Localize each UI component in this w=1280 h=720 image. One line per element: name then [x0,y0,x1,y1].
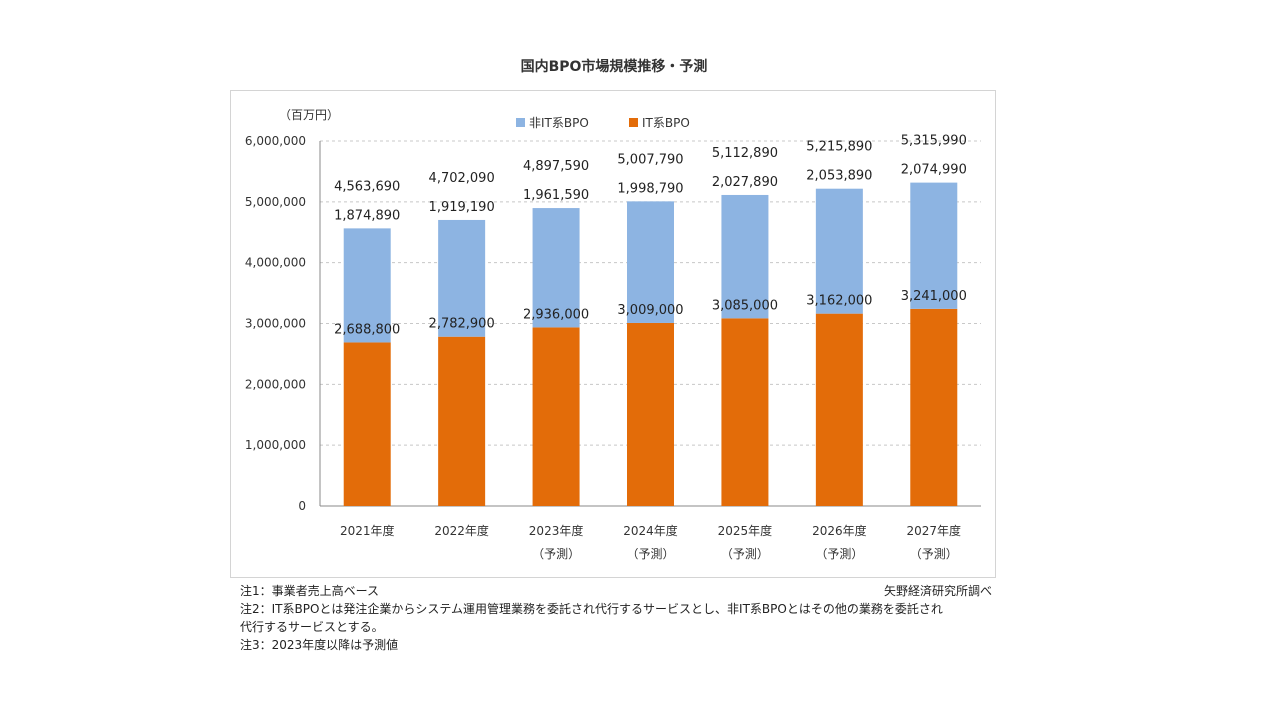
data-label-non-it-bpo: 2,053,890 [806,169,872,184]
y-tick-label: 5,000,000 [245,195,306,209]
x-tick-sublabel: （予測） [815,547,863,561]
data-label-it-bpo: 2,688,800 [334,322,400,337]
data-label-it-bpo: 3,241,000 [901,289,967,304]
bar-non-it-bpo [910,182,958,309]
legend-swatch [629,118,638,127]
note-2-continued: 代行するサービスとする。 [240,620,384,634]
data-label-non-it-bpo: 1,874,890 [334,208,400,223]
x-tick-sublabel: （予測） [910,547,958,561]
note-3: 注3：2023年度以降は予測値 [240,638,399,652]
bar-non-it-bpo [438,219,486,337]
data-label-non-it-bpo: 1,961,590 [523,188,589,203]
y-tick-label: 3,000,000 [245,317,306,331]
x-tick-sublabel: （予測） [532,547,580,561]
data-label-total: 5,007,790 [617,152,683,167]
chart-frame: （百万円） 0 1,000,000 2,000,000 3,000,000 4,000,0… [230,90,996,578]
bar-non-it-bpo [721,194,769,319]
data-label-it-bpo: 2,936,000 [523,307,589,322]
data-label-total: 5,112,890 [712,146,778,161]
data-label-it-bpo: 2,782,900 [429,317,495,332]
data-label-non-it-bpo: 1,919,190 [429,200,495,215]
x-tick-label: 2022年度 [434,523,489,538]
source-credit: 矢野経済研究所調べ [883,584,992,598]
x-tick-sublabel: （予測） [626,547,674,561]
data-label-total: 4,563,690 [334,179,400,194]
bar-non-it-bpo [815,188,863,314]
x-tick-label: 2025年度 [718,523,773,538]
bar-it-bpo [343,342,391,506]
bar-it-bpo [627,322,674,506]
notes: 注1：事業者売上高ベース 注2：IT系BPOとは発注企業からシステム運用管理業務… [240,582,990,654]
bar-it-bpo [721,318,769,506]
legend-label: IT系BPO [642,116,690,130]
bar-it-bpo [815,313,863,506]
data-label-total: 5,315,990 [901,134,967,149]
chart-title: 国内BPO市場規模推移・予測 [520,59,708,75]
data-label-it-bpo: 3,162,000 [806,294,872,309]
x-tick-label: 2027年度 [907,523,962,538]
y-tick-label: 1,000,000 [245,438,306,452]
legend-swatch [516,118,525,127]
legend-label: 非IT系BPO [529,116,589,130]
data-label-it-bpo: 3,009,000 [617,303,683,318]
bar-non-it-bpo [627,201,674,323]
x-tick-label: 2024年度 [623,523,678,538]
x-tick-sublabel: （予測） [721,547,769,561]
note-1: 注1：事業者売上高ベース [240,584,380,598]
data-label-non-it-bpo: 1,998,790 [617,181,683,196]
bar-non-it-bpo [343,228,391,343]
x-tick-label: 2021年度 [340,523,395,538]
y-tick-label: 4,000,000 [245,256,306,270]
bar-it-bpo [910,308,958,506]
note-2: 注2：IT系BPOとは発注企業からシステム運用管理業務を委託され代行するサービス… [240,602,943,616]
data-label-non-it-bpo: 2,027,890 [712,175,778,190]
data-label-non-it-bpo: 2,074,990 [901,163,967,178]
bar-it-bpo [532,327,580,506]
y-tick-label: 6,000,000 [245,134,306,148]
x-tick-label: 2026年度 [812,523,867,538]
x-tick-label: 2023年度 [529,523,584,538]
bar-chart: （百万円） 0 1,000,000 2,000,000 3,000,000 4,000,0… [245,108,981,561]
y-tick-label: 0 [298,499,306,513]
data-label-it-bpo: 3,085,000 [712,298,778,313]
data-label-total: 5,215,890 [806,140,872,155]
bar-it-bpo [438,336,486,506]
y-axis-unit-label: （百万円） [279,108,339,122]
bar-non-it-bpo [532,208,580,328]
data-label-total: 4,702,090 [429,171,495,186]
y-tick-label: 2,000,000 [245,377,306,391]
data-label-total: 4,897,590 [523,159,589,174]
